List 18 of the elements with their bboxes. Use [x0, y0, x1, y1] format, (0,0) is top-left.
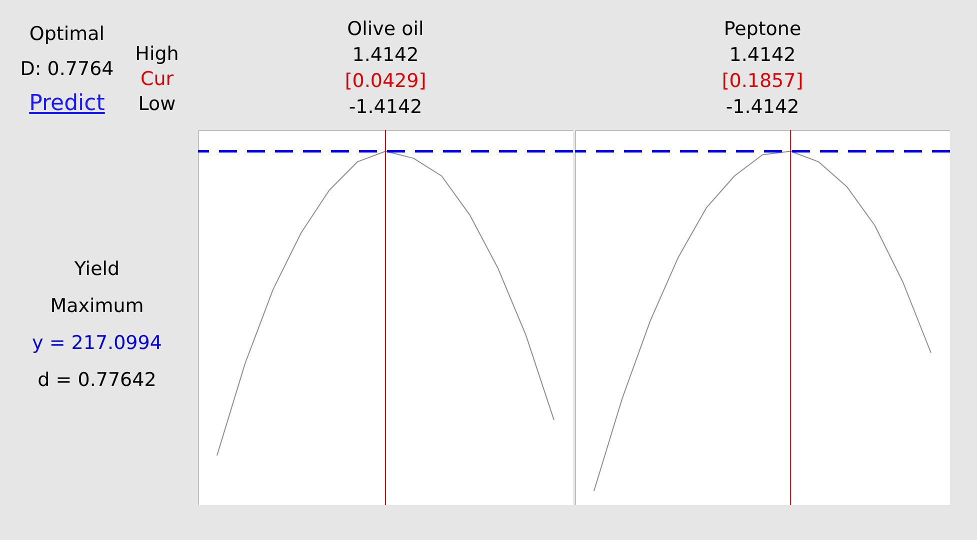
text: -1.4142 — [724, 95, 800, 120]
text: High — [135, 42, 179, 66]
text: Predict — [29, 91, 105, 116]
text: D: 0.7764 — [20, 57, 114, 81]
text: -1.4142 — [348, 95, 424, 120]
text: Cur — [140, 67, 174, 91]
text: y = 217.0994 — [32, 331, 162, 355]
text: Optimal — [29, 22, 105, 46]
text: d = 0.77642 — [38, 368, 156, 392]
text: [0.0429] — [344, 69, 426, 94]
text: 1.4142 — [351, 43, 420, 68]
text: Low — [138, 92, 176, 116]
text: Maximum — [50, 294, 144, 318]
text: Yield — [74, 257, 120, 281]
chart-title: Olive oil — [346, 17, 425, 42]
chart-title: Peptone — [722, 17, 802, 42]
text: 1.4142 — [728, 43, 797, 68]
text: [0.1857] — [722, 69, 804, 94]
